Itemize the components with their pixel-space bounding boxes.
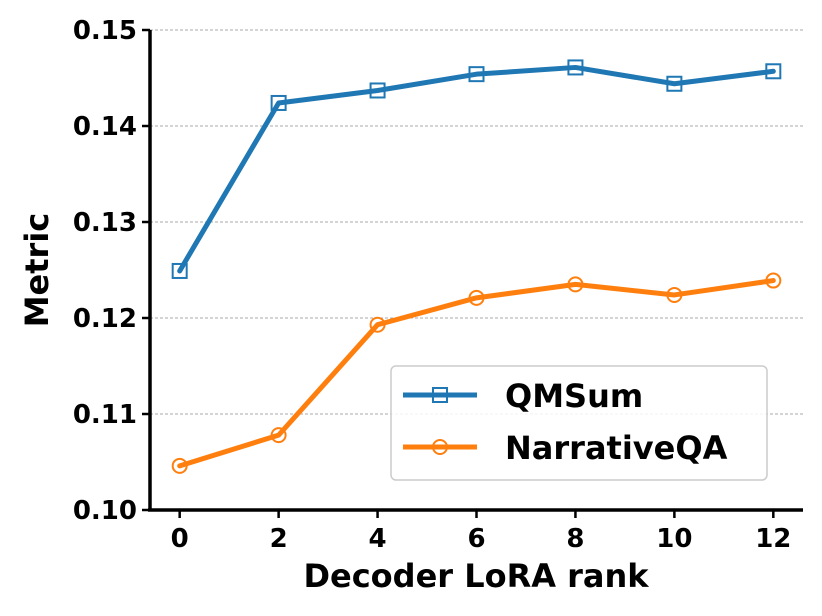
y-tick-label: 0.15 (73, 16, 137, 46)
legend: QMSum NarrativeQA (390, 365, 768, 481)
x-tick-label: 0 (171, 524, 189, 554)
series-narrativeqa (171, 272, 782, 474)
ticks: 0.10 0.11 0.12 0.13 0.14 0.15 0 2 4 6 8 10 12 (73, 16, 792, 554)
narrativeqa-point (369, 316, 386, 333)
x-tick-label: 2 (270, 524, 288, 554)
y-tick-label: 0.10 (73, 496, 137, 526)
qmsum-point (567, 59, 584, 76)
narrativeqa-point (270, 427, 287, 444)
qmsum-point (270, 94, 287, 111)
x-tick-label: 12 (755, 524, 791, 554)
narrativeqa-point (468, 289, 485, 306)
legend-box (390, 365, 768, 481)
y-tick-label: 0.11 (73, 400, 137, 430)
narrativeqa-point (567, 276, 584, 293)
x-tick-label: 8 (566, 524, 584, 554)
qmsum-point (468, 66, 485, 83)
narrativeqa-point (666, 286, 683, 303)
narrativeqa-line (177, 278, 776, 469)
legend-marker-qmsum (432, 387, 448, 403)
qmsum-point (666, 75, 683, 92)
narrativeqa-point (171, 457, 188, 474)
series-layer (171, 59, 782, 474)
legend-entry-qmsum: QMSum (403, 377, 643, 415)
legend-label-qmsum: QMSum (505, 377, 643, 415)
qmsum-point (171, 262, 188, 279)
legend-entry-narrativeqa: NarrativeQA (403, 429, 728, 467)
qmsum-line (177, 64, 776, 274)
y-tick-label: 0.13 (73, 208, 137, 238)
x-tick-label: 10 (656, 524, 692, 554)
legend-marker-narrativeqa (432, 439, 448, 455)
y-tick-label: 0.14 (73, 112, 137, 142)
narrativeqa-point (765, 272, 782, 289)
y-tick-label: 0.12 (73, 304, 137, 334)
x-tick-label: 6 (467, 524, 485, 554)
qmsum-point (369, 82, 386, 99)
y-axis-title: Metric (18, 213, 56, 328)
series-qmsum (171, 59, 782, 279)
qmsum-point (765, 63, 782, 80)
x-tick-label: 4 (369, 524, 387, 554)
legend-label-narrativeqa: NarrativeQA (505, 429, 728, 467)
x-axis-title: Decoder LoRA rank (303, 557, 649, 595)
